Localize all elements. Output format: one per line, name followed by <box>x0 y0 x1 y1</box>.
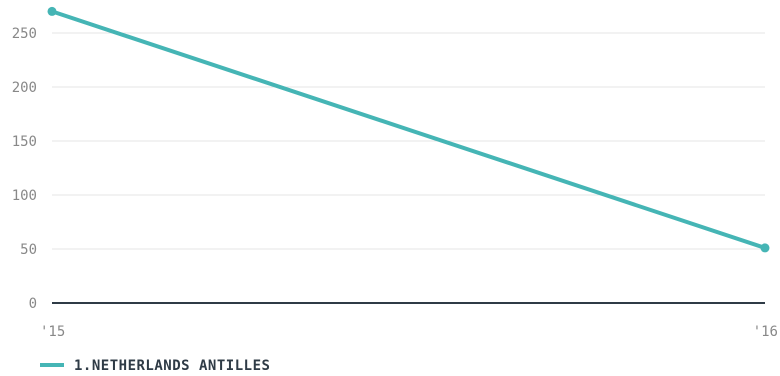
data-point <box>760 243 770 253</box>
series-line <box>50 9 767 250</box>
y-tick-label: 50 <box>20 242 37 258</box>
y-tick-label: 100 <box>12 188 37 204</box>
y-tick-label: 150 <box>12 134 37 150</box>
x-axis-ticks: '15 '16 <box>40 324 778 340</box>
y-axis-ticks: 0 50 100 150 200 250 <box>12 26 37 312</box>
x-tick-label: '15 <box>40 324 65 340</box>
y-tick-label: 250 <box>12 26 37 42</box>
y-tick-label: 0 <box>29 296 37 312</box>
gridlines <box>52 32 765 250</box>
series-layer <box>47 6 770 253</box>
y-tick-label: 200 <box>12 80 37 96</box>
data-point <box>47 6 57 16</box>
legend: 1.NETHERLANDS ANTILLES <box>40 358 270 374</box>
legend-label: 1.NETHERLANDS ANTILLES <box>74 358 270 374</box>
x-tick-label: '16 <box>753 324 778 340</box>
